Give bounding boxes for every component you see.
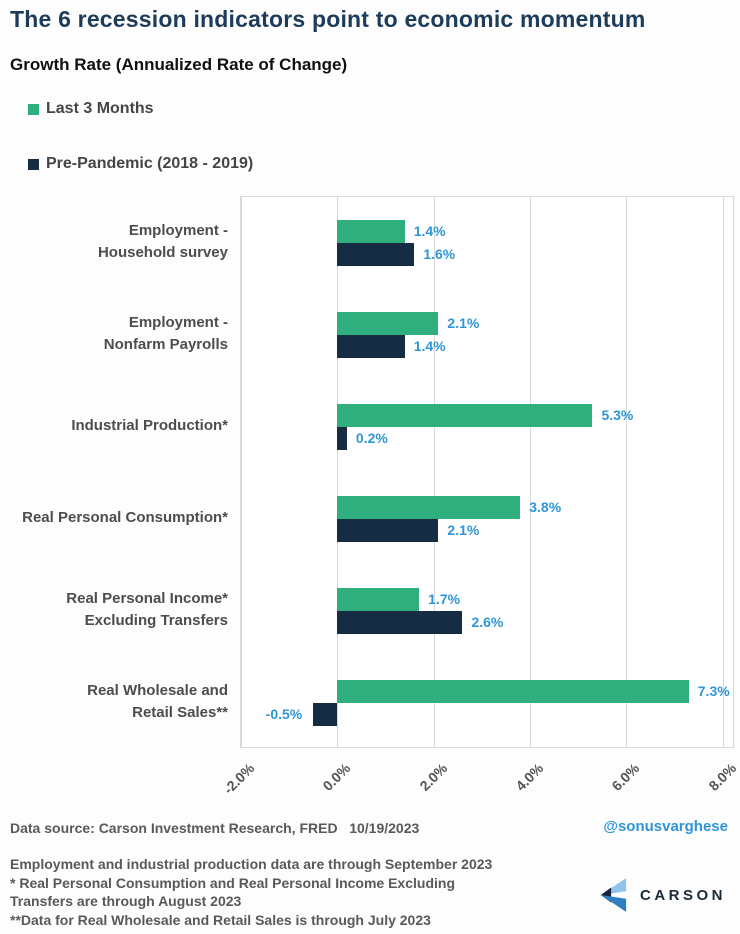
bar-pre-pandemic <box>337 519 439 542</box>
legend-item-pre-pandemic: Pre-Pandemic (2018 - 2019) <box>28 153 253 175</box>
plot-area: 1.4% 1.6% 2.1% 1.4% 5.3% 0.2% 3.8% 2.1% 1.7% 2.6%… <box>240 196 734 748</box>
carson-logo-icon <box>600 878 627 912</box>
gridline <box>241 197 242 747</box>
bar-last-3-months <box>337 404 593 427</box>
bar-group: 2.1% 1.4% <box>241 289 733 381</box>
bar-value-label: 2.1% <box>447 522 480 538</box>
bar-value-label: 1.4% <box>413 338 446 354</box>
gridline <box>722 197 724 747</box>
category-label: Real Wholesale and Retail Sales** <box>87 682 228 721</box>
data-source-text: Data source: Carson Investment Research,… <box>10 820 420 836</box>
chart-subtitle: Growth Rate (Annualized Rate of Change) <box>10 55 348 74</box>
bar-value-label: 1.4% <box>413 223 446 239</box>
gridline <box>626 197 628 747</box>
category-label: Real Personal Income* Excluding Transfer… <box>66 590 228 629</box>
bar-value-label: 2.6% <box>471 614 504 630</box>
bar-last-3-months <box>337 588 420 611</box>
bar-value-label: 1.7% <box>428 591 461 607</box>
x-tick-label: 8.0% <box>704 760 739 794</box>
bar-pre-pandemic <box>313 703 338 726</box>
legend-label-pre-pandemic: Pre-Pandemic (2018 - 2019) <box>46 155 254 172</box>
category-label: Industrial Production* <box>71 417 228 435</box>
bar-last-3-months <box>337 220 405 243</box>
category-label: Employment - Nonfarm Payrolls <box>103 314 228 353</box>
bar-value-label: 3.8% <box>529 499 562 515</box>
bar-value-label: 7.3% <box>697 683 730 699</box>
carson-brand-name: CARSON <box>639 886 726 904</box>
legend-swatch-green-icon <box>28 103 39 115</box>
bar-last-3-months <box>337 496 521 519</box>
x-tick-label: -2.0% <box>220 760 258 798</box>
legend-item-last-3-months: Last 3 Months <box>28 98 253 120</box>
bar-value-label: 1.6% <box>423 246 456 262</box>
carson-brand: CARSON <box>598 875 726 915</box>
bar-pre-pandemic <box>337 335 405 358</box>
bar-group: 3.8% 2.1% <box>241 473 733 565</box>
category-labels: Employment - Household survey Employment … <box>0 196 228 748</box>
x-tick-label: 4.0% <box>512 760 547 794</box>
gridline <box>433 197 435 747</box>
bar-group: 1.4% 1.6% <box>241 197 733 289</box>
bar-value-label: 0.2% <box>355 430 388 446</box>
bar-pre-pandemic <box>337 611 463 634</box>
x-tick-label: 2.0% <box>416 760 450 794</box>
legend-label-last-3-months: Last 3 Months <box>46 100 154 117</box>
legend: Last 3 Months Pre-Pandemic (2018 - 2019) <box>28 98 253 208</box>
bar-last-3-months <box>337 680 689 703</box>
x-tick-label: 0.0% <box>319 760 354 794</box>
footnotes: Employment and industrial production dat… <box>10 856 493 928</box>
bar-pre-pandemic <box>337 243 415 266</box>
bar-value-label: -0.5% <box>265 706 303 722</box>
bar-value-label: 5.3% <box>601 407 634 423</box>
gridline <box>337 197 339 747</box>
x-tick-label: 6.0% <box>608 760 643 794</box>
bar-group: 5.3% 0.2% <box>241 381 733 473</box>
bar-group: 7.3% -0.5% <box>241 657 733 749</box>
bar-last-3-months <box>337 312 439 335</box>
x-axis: -2.0% 0.0% 2.0% 4.0% 6.0% 8.0% <box>220 750 739 814</box>
bar-pre-pandemic <box>337 427 347 450</box>
bar-group: 1.7% 2.6% <box>241 565 733 657</box>
legend-swatch-navy-icon <box>28 158 39 170</box>
category-label: Employment - Household survey <box>97 222 228 261</box>
bar-value-label: 2.1% <box>447 315 480 331</box>
gridline <box>529 197 531 747</box>
category-label: Real Personal Consumption* <box>22 509 228 527</box>
page-title: The 6 recession indicators point to econ… <box>10 6 646 32</box>
author-handle: @sonusvarghese <box>603 818 728 835</box>
